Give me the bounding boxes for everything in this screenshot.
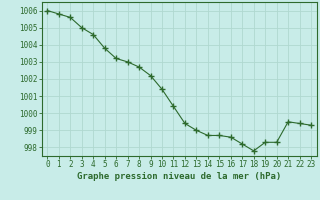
X-axis label: Graphe pression niveau de la mer (hPa): Graphe pression niveau de la mer (hPa) [77, 172, 281, 181]
